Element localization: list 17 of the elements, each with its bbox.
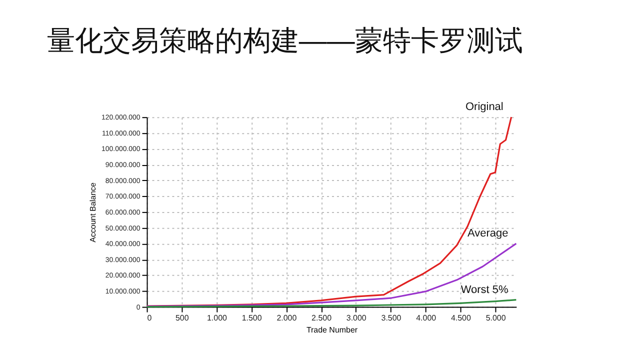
- x-tick-label: 3.000: [346, 313, 367, 322]
- x-axis-title: Trade Number: [306, 325, 358, 334]
- x-tick-label: 2.500: [312, 313, 332, 322]
- x-tick-label: 4.500: [450, 313, 472, 322]
- x-tick-label: 4.000: [416, 313, 437, 322]
- series-label: Worst 5%: [460, 284, 508, 296]
- x-tick-label: 2.000: [276, 313, 298, 322]
- chart-title: 量化交易策略的构建——蒙特卡罗测试: [46, 25, 523, 56]
- x-tick-label: 500: [175, 313, 190, 322]
- x-tick-label: 0: [147, 313, 152, 322]
- series-label: Original: [466, 101, 504, 114]
- x-tick-label: 3.500: [381, 313, 402, 322]
- series-label: Average: [468, 228, 508, 240]
- x-tick-label: 5.000: [486, 313, 506, 322]
- y-axis-title: Account Balance: [88, 182, 98, 242]
- x-tick-label: 1.000: [206, 313, 228, 322]
- x-tick-label: 1.500: [242, 313, 262, 322]
